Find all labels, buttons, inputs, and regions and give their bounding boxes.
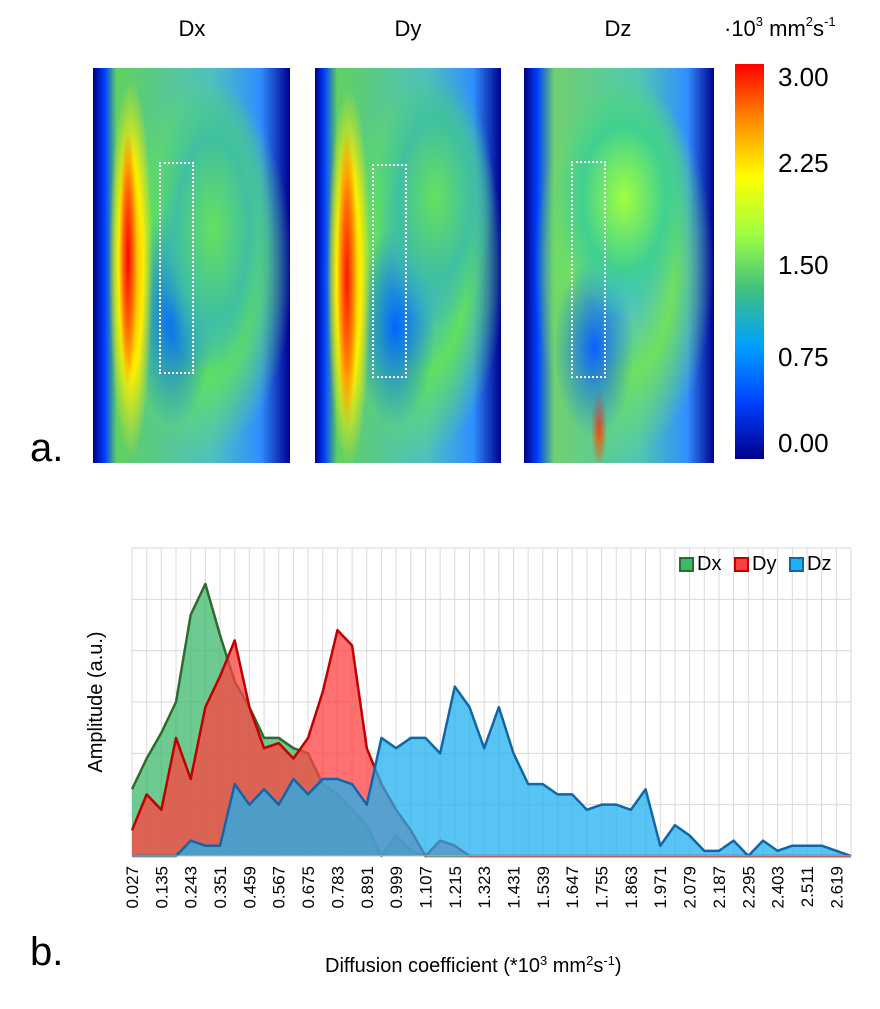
panel-letter-a: a.	[30, 426, 64, 470]
x-tick-label: 1.323	[475, 866, 494, 909]
unit-exp3: -1	[824, 14, 836, 29]
x-tick-label: 1.431	[505, 866, 524, 909]
dy-diffusion-map	[315, 68, 501, 463]
x-tick-label: 0.891	[358, 866, 377, 909]
colorbar-tick-225: 2.25	[778, 148, 829, 178]
x-tick-label: 0.351	[211, 866, 230, 909]
x-tick-label: 1.755	[593, 866, 612, 909]
x-tick-label: 0.567	[270, 866, 289, 909]
xlabel-main: Diffusion coefficient (*10	[325, 955, 540, 977]
colorbar	[735, 64, 764, 459]
colorbar-tick-075: 0.75	[778, 342, 829, 372]
legend-label-dx: Dx	[697, 553, 721, 575]
x-tick-label: 1.647	[563, 866, 582, 909]
colorbar-tick-300: 3.00	[778, 62, 829, 92]
x-tick-label: 1.215	[446, 866, 465, 909]
area-dz	[132, 686, 851, 856]
legend-swatch-dz	[789, 557, 804, 572]
legend-swatch-dy	[734, 557, 749, 572]
xlabel-exp2: 2	[586, 953, 594, 968]
colorbar-tick-150: 1.50	[778, 250, 829, 280]
dz-diffusion-map	[524, 68, 714, 463]
x-tick-label: 0.027	[123, 866, 142, 909]
x-tick-label: 2.403	[769, 866, 788, 909]
xlabel-exp3: -1	[603, 953, 615, 968]
y-axis-label: Amplitude (a.u.)	[85, 631, 107, 772]
x-tick-label: 0.783	[328, 866, 347, 909]
legend-label-dz: Dz	[807, 553, 831, 575]
x-axis-label: Diffusion coefficient (*103 mm2s-1)	[325, 953, 622, 978]
legend-label-dy: Dy	[752, 553, 776, 575]
x-tick-label: 2.187	[710, 866, 729, 909]
legend-swatch-dx	[679, 557, 694, 572]
dy-roi-box	[372, 164, 407, 378]
dx-roi-box	[159, 162, 194, 374]
map-title-dz: Dz	[604, 16, 632, 41]
xlabel-exp: 3	[539, 953, 548, 968]
x-tick-label: 0.243	[182, 866, 201, 909]
unit-mid2: s	[813, 16, 825, 41]
x-tick-label: 2.079	[681, 866, 700, 909]
unit-prefix: ·10	[724, 16, 756, 41]
x-tick-label: 2.295	[739, 866, 758, 909]
map-title-dy: Dy	[394, 16, 422, 41]
x-tick-label: 0.675	[299, 866, 318, 909]
x-tick-label: 1.971	[651, 866, 670, 909]
x-tick-label: 1.539	[534, 866, 553, 909]
x-tick-label: 2.619	[827, 866, 846, 909]
line-dz	[132, 685, 852, 858]
histogram-chart: 0.027 0.135 0.243 0.351 0.459 0.567 0.675 0.783…	[85, 547, 852, 909]
dz-roi-box	[571, 161, 606, 378]
panel-letter-b: b.	[30, 930, 64, 974]
colorbar-unit: ·103 mm2s-1	[724, 14, 836, 42]
x-tick-label: 0.135	[152, 866, 171, 909]
unit-exp2: 2	[805, 14, 814, 29]
xlabel-mid: mm	[547, 955, 587, 977]
x-tick-label: 2.511	[798, 866, 817, 907]
x-tick-label: 0.459	[240, 866, 259, 909]
x-tick-label: 0.999	[387, 866, 406, 909]
colorbar-tick-000: 0.00	[778, 428, 829, 458]
dx-diffusion-map	[93, 68, 290, 463]
map-title-dx: Dx	[178, 16, 206, 41]
unit-exp: 3	[755, 14, 764, 29]
xlabel-close: )	[614, 955, 622, 977]
x-tick-label: 1.107	[416, 866, 435, 909]
xlabel-end: s	[593, 955, 604, 977]
unit-mid: mm	[763, 16, 806, 41]
x-tick-label: 1.863	[622, 866, 641, 909]
